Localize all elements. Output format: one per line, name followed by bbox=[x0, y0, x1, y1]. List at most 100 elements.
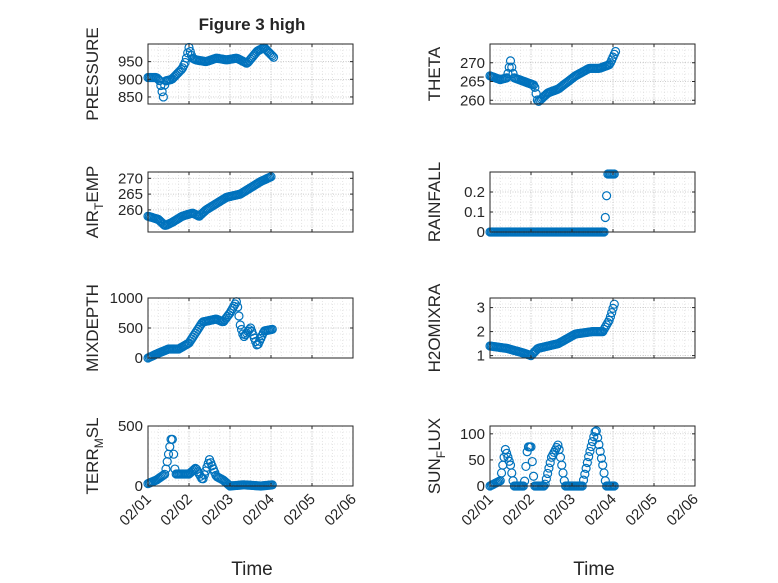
y-tick-label: 265 bbox=[118, 186, 143, 203]
data-point bbox=[507, 62, 517, 72]
y-tick-label: 1 bbox=[477, 348, 485, 365]
data-point bbox=[582, 457, 592, 468]
y-tick-label: 50 bbox=[468, 452, 485, 469]
subplot-5: 1 2 3 H2OMIXRA bbox=[425, 283, 696, 372]
data-point bbox=[545, 458, 555, 468]
data-point bbox=[195, 471, 206, 481]
data-point bbox=[502, 448, 512, 458]
subplot-3: 0 0.1 0.2 RAINFALL bbox=[425, 162, 696, 242]
x-axis-label-left: Time bbox=[231, 559, 273, 580]
y-axis-label: TERRMSL bbox=[83, 417, 106, 494]
data-point bbox=[581, 463, 591, 473]
y-tick-label: 0.1 bbox=[464, 204, 485, 221]
data-point bbox=[225, 308, 235, 318]
y-tick-label: 3 bbox=[477, 300, 485, 317]
y-tick-label: 260 bbox=[118, 202, 143, 219]
data-point bbox=[603, 318, 613, 328]
y-axis-label: SUNFLUX bbox=[425, 418, 448, 494]
data-point bbox=[590, 427, 600, 437]
data-point bbox=[604, 60, 614, 70]
data-point bbox=[180, 57, 190, 68]
data-point bbox=[600, 322, 610, 332]
data-point bbox=[598, 327, 608, 337]
data-point bbox=[599, 324, 609, 334]
data-point bbox=[267, 51, 277, 61]
data-point bbox=[176, 64, 186, 75]
y-tick-label: 500 bbox=[118, 418, 143, 435]
data-point bbox=[235, 320, 245, 330]
axes-box bbox=[489, 425, 696, 487]
data-point bbox=[160, 469, 170, 479]
data-point bbox=[266, 49, 276, 60]
y-tick-label: 950 bbox=[118, 54, 143, 71]
data-point bbox=[500, 444, 510, 455]
data-point bbox=[158, 92, 168, 102]
data-point bbox=[234, 311, 244, 321]
axes-box bbox=[489, 171, 696, 233]
y-tick-label: 0 bbox=[135, 478, 143, 495]
data-point bbox=[152, 73, 162, 83]
y-tick-label: 0 bbox=[477, 478, 485, 495]
data-point bbox=[157, 471, 167, 481]
data-point bbox=[267, 324, 277, 334]
x-axis-label-right: Time bbox=[573, 559, 615, 580]
y-tick-label: 265 bbox=[460, 74, 485, 91]
data-point bbox=[609, 169, 619, 179]
data-point bbox=[595, 446, 605, 457]
y-tick-label: 850 bbox=[118, 89, 143, 106]
data-point bbox=[594, 439, 604, 450]
y-tick-label: 2 bbox=[477, 324, 485, 341]
y-tick-label: 270 bbox=[118, 170, 143, 187]
data-point bbox=[585, 446, 595, 457]
data-point bbox=[609, 299, 619, 309]
y-tick-label: 0.2 bbox=[464, 184, 485, 201]
y-tick-label: 0 bbox=[477, 224, 485, 241]
data-point bbox=[578, 475, 589, 485]
data-point bbox=[596, 453, 607, 463]
subplot-4: 0 500 1000 MIXDEPTH bbox=[83, 284, 354, 372]
data-point bbox=[607, 308, 617, 318]
data-point bbox=[528, 471, 539, 481]
data-point bbox=[169, 449, 179, 459]
data-point bbox=[541, 474, 551, 484]
data-point bbox=[192, 464, 202, 475]
data-point bbox=[580, 469, 590, 479]
data-point bbox=[544, 463, 554, 473]
data-point bbox=[505, 56, 516, 66]
data-point bbox=[233, 302, 243, 312]
data-point bbox=[267, 480, 277, 490]
y-axis-label: PRESSURE bbox=[83, 27, 102, 121]
y-tick-label: 260 bbox=[460, 92, 485, 109]
data-point bbox=[605, 312, 616, 322]
y-axis-label: H2OMIXRA bbox=[425, 283, 444, 372]
data-point bbox=[504, 456, 514, 466]
data-point bbox=[530, 82, 540, 92]
data-point bbox=[268, 52, 279, 62]
data-point bbox=[540, 479, 550, 489]
data-point bbox=[167, 434, 177, 444]
y-tick-label: 500 bbox=[118, 320, 143, 337]
axes-box bbox=[147, 43, 354, 105]
y-axis-label: AIRTEMP bbox=[83, 166, 106, 239]
data-point bbox=[553, 440, 563, 450]
figure-title: Figure 3 high bbox=[199, 15, 306, 34]
y-tick-label: 1000 bbox=[110, 290, 143, 307]
data-point bbox=[608, 303, 618, 313]
axes-box bbox=[489, 297, 696, 359]
y-tick-label: 0 bbox=[135, 350, 143, 367]
data-point bbox=[601, 191, 612, 201]
data-point bbox=[543, 468, 553, 479]
data-point bbox=[521, 461, 531, 472]
y-tick-label: 900 bbox=[118, 71, 143, 88]
data-point bbox=[593, 433, 603, 443]
data-point bbox=[610, 46, 621, 57]
data-point bbox=[503, 452, 513, 462]
data-point bbox=[527, 456, 537, 467]
y-axis-label: RAINFALL bbox=[425, 162, 444, 242]
data-point bbox=[584, 452, 594, 462]
